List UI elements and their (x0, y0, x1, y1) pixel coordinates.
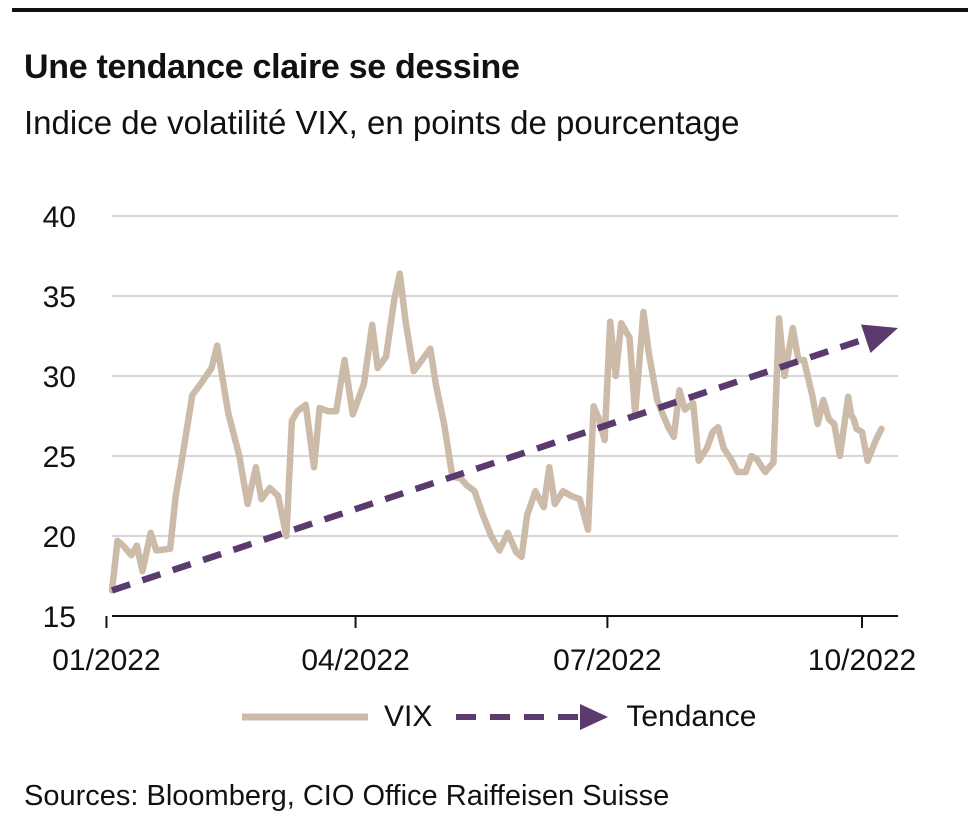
series-tendance (110, 324, 898, 594)
x-axis: 01/2022 04/2022 07/2022 10/2022 (52, 615, 916, 677)
vix-chart: 15 20 25 30 35 40 01/2022 04/2022 07/2022 10/202… (43, 201, 917, 677)
y-tick-label-20: 20 (43, 521, 76, 554)
series-vix (108, 270, 885, 594)
x-tick-label-3: 10/2022 (808, 644, 916, 677)
x-tick-label-0: 01/2022 (52, 644, 160, 677)
legend-item-vix: VIX (240, 700, 432, 734)
chart-title: Une tendance claire se dessine (24, 48, 520, 86)
legend: VIX Tendance (240, 697, 756, 737)
source-note: Sources: Bloomberg, CIO Office Raiffeise… (24, 780, 670, 812)
tendance-arrowhead (861, 324, 898, 353)
legend-label-tendance: Tendance (626, 700, 757, 733)
chart-subtitle: Indice de volatilité VIX, en points de p… (24, 104, 740, 141)
y-tick-label-25: 25 (43, 441, 76, 474)
tendance-line (110, 335, 867, 594)
x-tick-label-2: 07/2022 (553, 644, 661, 677)
y-axis-labels: 15 20 25 30 35 40 (43, 201, 76, 634)
y-tick-label-40: 40 (43, 201, 76, 234)
y-tick-label-15: 15 (43, 601, 76, 634)
legend-swatch-tendance (456, 704, 609, 730)
y-tick-label-30: 30 (43, 361, 76, 394)
legend-label-vix: VIX (384, 700, 433, 733)
y-tick-label-35: 35 (43, 281, 76, 314)
legend-swatch-vix (242, 713, 368, 721)
vix-line (108, 270, 885, 594)
legend-item-tendance: Tendance (452, 700, 756, 734)
x-tick-label-1: 04/2022 (301, 644, 409, 677)
top-rule (12, 8, 968, 12)
gridlines (112, 215, 898, 537)
